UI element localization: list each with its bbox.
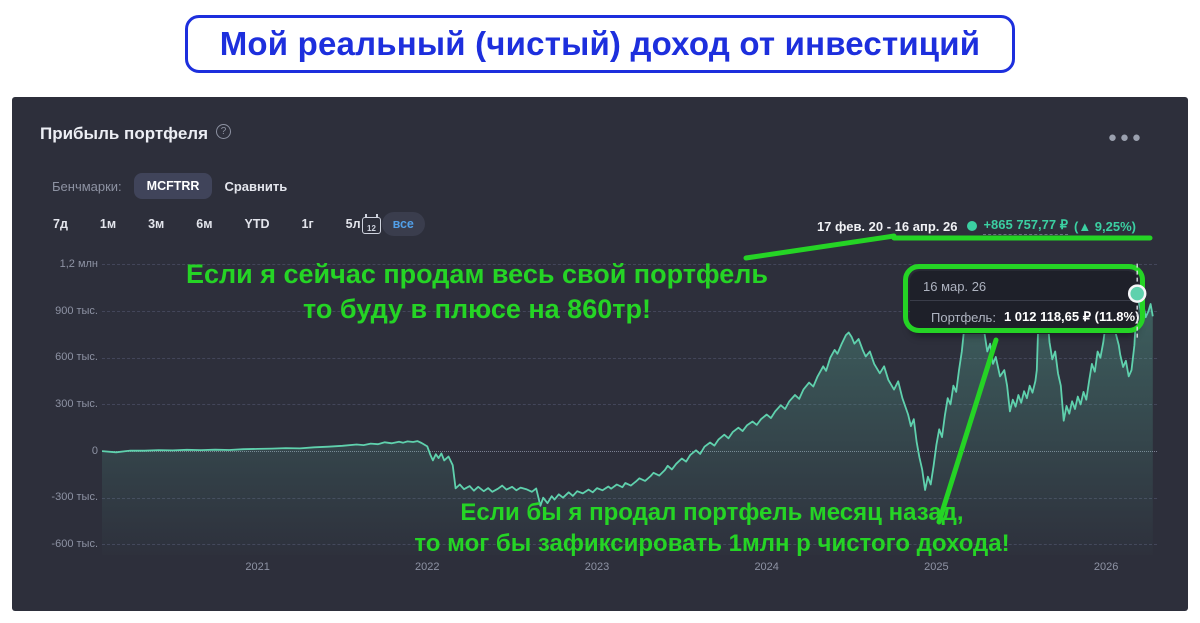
- gridline-600: [102, 357, 1157, 359]
- range-buttons: 7д 1м 3м 6м YTD 1г 5л все: [42, 212, 435, 236]
- help-icon[interactable]: ?: [216, 123, 232, 139]
- series-line: [102, 288, 1154, 507]
- total-profit-value[interactable]: +865 757,77 ₽: [983, 217, 1068, 235]
- gridline-1200: [102, 264, 1157, 266]
- x-axis-label: 2026: [1093, 561, 1119, 573]
- tooltip-date: 16 мар. 26: [923, 279, 987, 294]
- panel-title: Прибыль портфеля: [40, 124, 209, 143]
- page-title: Мой реальный (чистый) доход от инвестици…: [184, 15, 1016, 73]
- portfolio-dot-icon: [967, 221, 978, 231]
- x-axis-label: 2024: [754, 561, 779, 573]
- tooltip-value: 1 012 118,65 ₽ (11.8%): [1003, 309, 1140, 324]
- x-axis-label: 2021: [245, 561, 270, 573]
- y-axis-label: -600 тыс.: [51, 537, 98, 550]
- more-menu-icon[interactable]: ●●●: [1107, 129, 1144, 146]
- calendar-icon[interactable]: 12: [362, 214, 381, 234]
- gridline-300: [102, 404, 1157, 406]
- benchmark-mcftrr-chip[interactable]: MCFTRR: [133, 173, 213, 199]
- range-button-1г[interactable]: 1г: [301, 217, 314, 231]
- period-stats: 17 фев. 20 - 16 апр. 26 +865 757,77 ₽ (▲…: [817, 217, 1136, 235]
- y-axis-label: 0: [91, 444, 98, 457]
- range-button-YTD[interactable]: YTD: [244, 217, 270, 231]
- calendar-day-label: 12: [367, 224, 376, 233]
- profit-chart[interactable]: [102, 255, 1157, 555]
- compare-button[interactable]: Сравнить: [224, 178, 288, 194]
- range-button-все[interactable]: все: [381, 212, 425, 236]
- y-axis-label: 300 тыс.: [55, 397, 98, 410]
- range-button-1м[interactable]: 1м: [99, 217, 117, 231]
- y-axis-label: 900 тыс.: [55, 304, 98, 317]
- x-axis-label: 2025: [924, 561, 949, 573]
- tooltip-series-label: Портфель:: [931, 309, 996, 325]
- y-axis-label: 1,2 млн: [59, 257, 98, 270]
- panel-header: Прибыль портфеля ?: [40, 123, 232, 144]
- gridline-0: [102, 451, 1157, 453]
- portfolio-profit-panel: Прибыль портфеля ? ●●● Бенчмарки: MCFTRR…: [12, 97, 1188, 611]
- annotation-note-sell-now: Если я сейчас продам весь свой портфель …: [185, 259, 768, 324]
- y-axis-label: 600 тыс.: [55, 351, 98, 364]
- chart-tooltip: 16 мар. 26 Портфель: 1 012 118,65 ₽ (11.…: [910, 271, 1140, 334]
- range-button-7д[interactable]: 7д: [53, 217, 68, 231]
- benchmarks-row: Бенчмарки: MCFTRR Сравнить: [52, 173, 287, 199]
- range-button-6м[interactable]: 6м: [196, 217, 213, 231]
- range-button-3м[interactable]: 3м: [148, 217, 165, 231]
- tooltip-divider: [910, 300, 1138, 301]
- series-area-fill: [102, 289, 1153, 555]
- gridline-900: [102, 311, 1157, 312]
- range-button-5л[interactable]: 5л: [345, 217, 361, 231]
- x-axis-label: 2022: [415, 561, 440, 573]
- x-axis-label: 2023: [584, 561, 610, 573]
- benchmarks-label: Бенчмарки:: [52, 178, 122, 194]
- annotation-note-month-ago: Если бы я продал портфель месяц назад, т…: [414, 499, 1010, 557]
- y-axis-label: -300 тыс.: [51, 491, 98, 504]
- period-range-label: 17 фев. 20 - 16 апр. 26: [816, 218, 958, 234]
- total-percent-change: (▲ 9,25%): [1074, 218, 1136, 234]
